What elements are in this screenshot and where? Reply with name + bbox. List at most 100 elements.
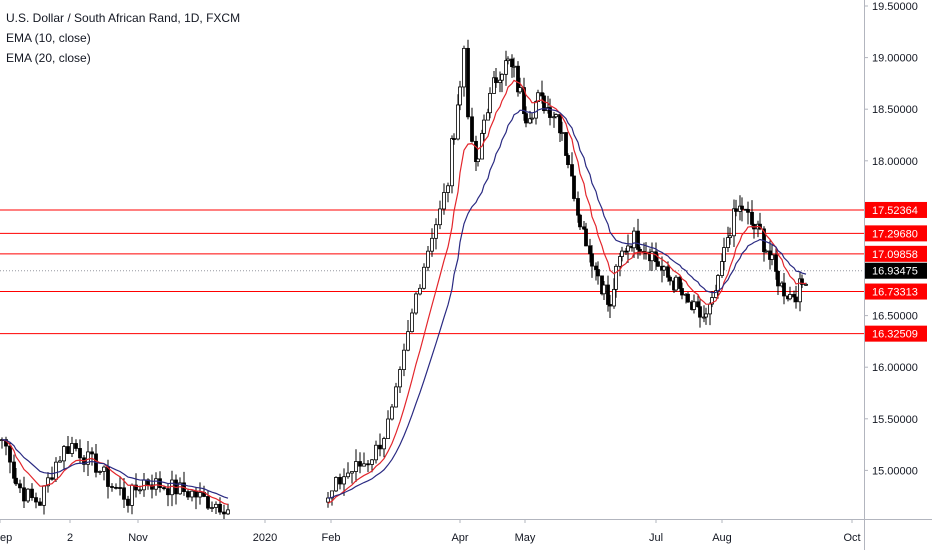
candle-body: [734, 208, 738, 212]
candle-body: [456, 104, 460, 140]
candle-body: [722, 247, 726, 262]
candle-body: [686, 293, 690, 303]
candle-body: [638, 248, 642, 252]
candle-body: [346, 472, 350, 478]
candle-body: [530, 117, 534, 120]
candle-body: [78, 448, 82, 459]
candle-body: [402, 349, 406, 370]
candle-body: [500, 73, 504, 81]
candle-body: [326, 497, 330, 503]
candle-body: [578, 214, 582, 228]
candle-body: [678, 276, 682, 289]
candle-body: [704, 313, 708, 318]
y-tick-label: 15.50000: [872, 414, 918, 426]
ema20-line: [1, 439, 229, 499]
candle-body: [782, 282, 786, 297]
candle-body: [222, 511, 226, 515]
candle-body: [572, 175, 576, 199]
candle-body: [130, 484, 134, 506]
candle-body: [512, 65, 516, 68]
candle-body: [394, 386, 398, 408]
x-tick-label: Jul: [649, 532, 663, 544]
candle-body: [618, 256, 622, 267]
candle-body: [716, 275, 720, 292]
candle-body: [626, 245, 630, 252]
x-tick-label: Feb: [322, 532, 341, 544]
candle-body: [386, 418, 390, 439]
candle-body: [564, 132, 568, 156]
candle-body: [34, 497, 38, 503]
ema20-line: [327, 108, 807, 499]
candle-body: [770, 254, 774, 260]
candle-body: [142, 479, 146, 491]
candle-body: [190, 490, 194, 498]
candle-body: [12, 461, 16, 479]
chart-legend: U.S. Dollar / South African Rand, 1D, FX…: [6, 8, 240, 68]
y-tick-label: 16.00000: [872, 362, 918, 374]
candle-body: [186, 491, 190, 498]
candle-body: [636, 230, 640, 250]
candle-body: [342, 476, 346, 485]
candle-body: [102, 466, 106, 472]
candle-body: [22, 487, 26, 502]
candle-body: [26, 488, 30, 502]
candle-body: [506, 58, 510, 62]
candle-body: [620, 250, 624, 257]
candle-body: [494, 77, 498, 84]
candle-body: [422, 266, 426, 289]
candle-body: [518, 87, 522, 93]
candle-body: [358, 461, 362, 467]
symbol-title: U.S. Dollar / South African Rand, 1D, FX…: [6, 11, 241, 25]
candle-body: [554, 114, 558, 118]
candle-body: [214, 503, 218, 508]
candle-body: [584, 228, 588, 247]
candle-body: [666, 266, 670, 278]
candle-body: [726, 237, 730, 248]
candle-body: [198, 492, 202, 498]
candle-body: [728, 235, 732, 238]
candle-body: [570, 164, 574, 177]
candle-body: [354, 461, 358, 472]
candle-body: [90, 451, 94, 455]
candle-body: [510, 58, 514, 68]
candle-body: [482, 119, 486, 134]
candle-body: [370, 459, 374, 465]
candle-body: [50, 477, 54, 480]
candle-body: [698, 306, 702, 318]
candle-body: [668, 276, 672, 282]
candle-body: [614, 265, 618, 290]
candle-body: [114, 486, 118, 489]
candle-body: [438, 208, 442, 226]
candle-body: [720, 261, 724, 276]
candle-body: [66, 446, 70, 454]
level-price-tag: [865, 201, 927, 218]
candle-body: [210, 507, 214, 509]
candle-body: [800, 278, 804, 285]
candle-body: [650, 251, 654, 262]
x-tick-label: 2020: [253, 532, 277, 544]
candle-body: [462, 47, 466, 88]
candle-body: [62, 446, 66, 462]
candle-body: [418, 287, 422, 295]
candle-body: [612, 288, 616, 307]
candle-body: [162, 487, 166, 490]
y-tick-label: 18.50000: [872, 104, 918, 116]
candle-body: [334, 477, 338, 492]
candle-body: [30, 488, 34, 499]
candle-body: [70, 443, 74, 454]
candle-body: [746, 209, 750, 213]
candle-body: [692, 301, 696, 310]
candle-body: [522, 87, 526, 115]
candle-body: [122, 487, 126, 500]
level-price-label: 16.32509: [872, 329, 918, 341]
candle-body: [558, 114, 562, 134]
candle-body: [218, 503, 222, 513]
candle-body: [366, 463, 370, 466]
candle-body: [8, 445, 12, 463]
candle-body: [58, 460, 62, 463]
candle-body: [54, 461, 58, 480]
candle-body: [764, 250, 768, 253]
candle-body: [750, 211, 754, 225]
plot-area: [0, 39, 864, 519]
